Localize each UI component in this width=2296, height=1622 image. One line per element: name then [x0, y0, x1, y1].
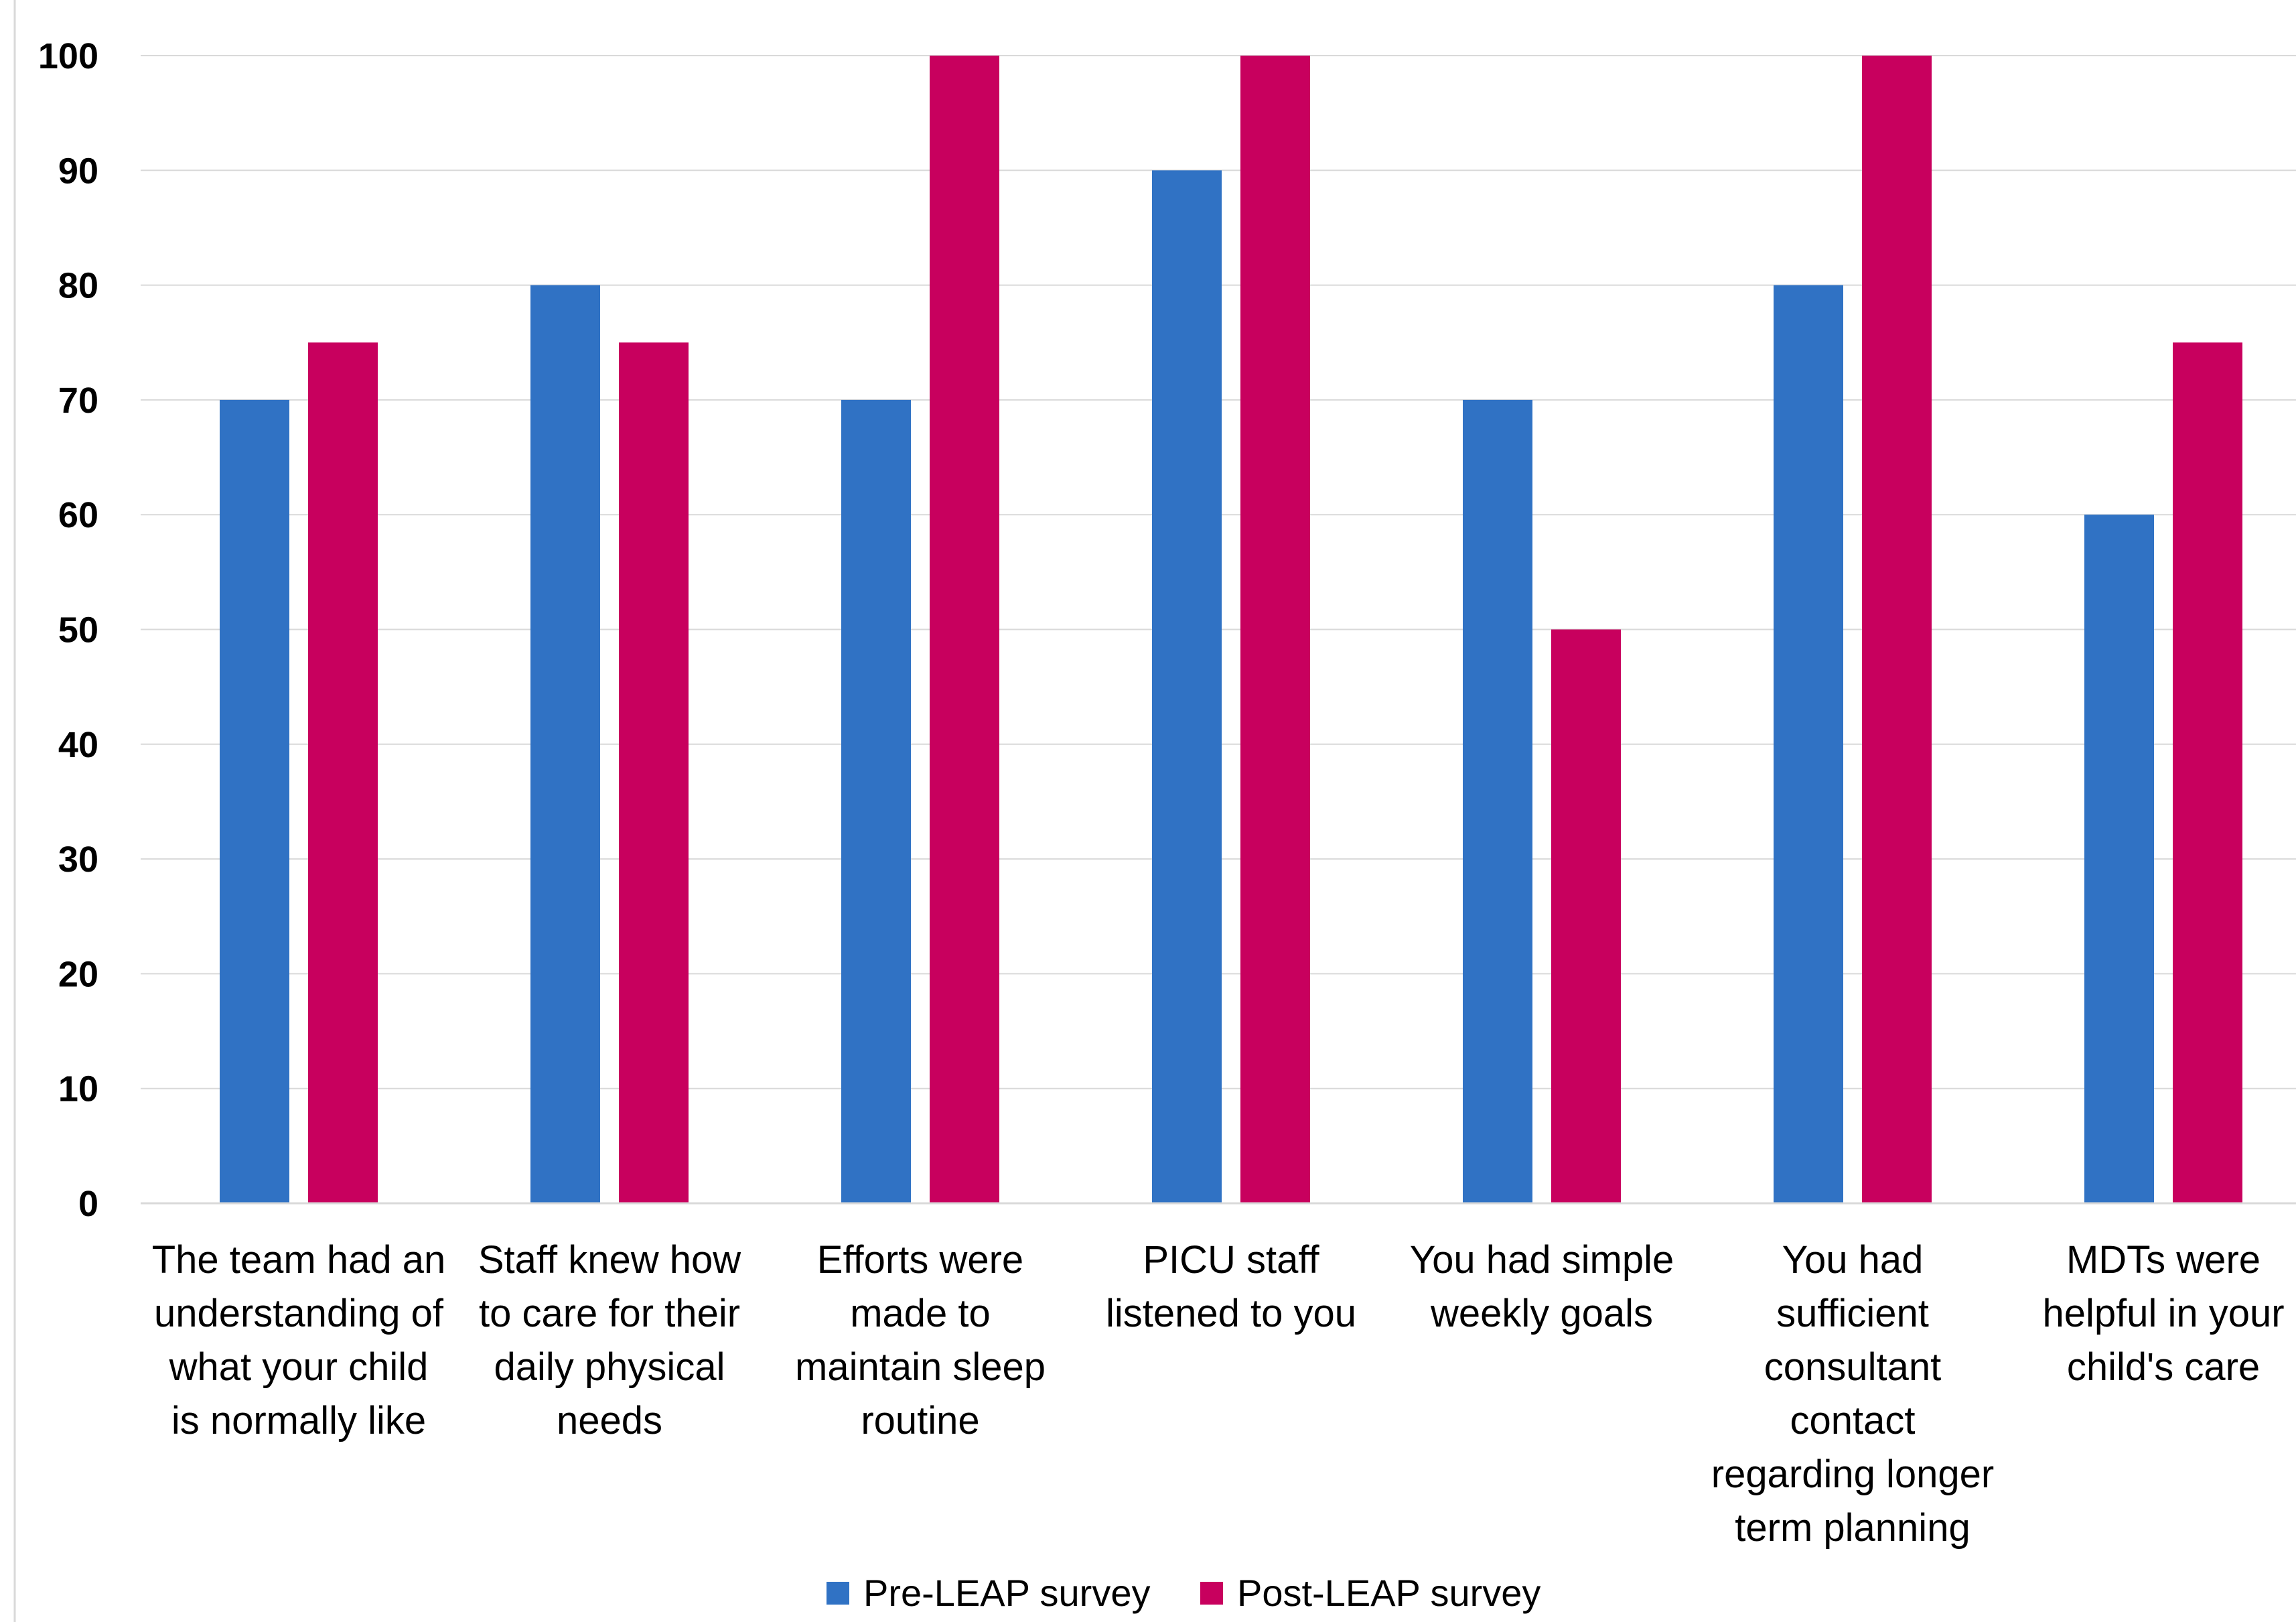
legend-label: Pre-LEAP survey — [863, 1572, 1150, 1614]
y-tick-label: 20 — [58, 954, 98, 994]
bar-pre-leap — [2084, 515, 2154, 1204]
bar-pre-leap — [530, 285, 600, 1204]
y-tick-label: 10 — [58, 1069, 98, 1109]
bar-post-leap — [308, 342, 378, 1203]
x-category-label: You had simple weekly goals — [1410, 1238, 1674, 1335]
y-tick-label: 60 — [58, 495, 98, 535]
bar-post-leap — [930, 56, 999, 1203]
bar-post-leap — [2173, 342, 2242, 1203]
y-tick-label: 90 — [58, 151, 98, 191]
bar-pre-leap — [1152, 170, 1222, 1203]
x-category-label: You had sufficient consultant contact regard… — [1711, 1238, 1994, 1550]
bar-post-leap — [1862, 56, 1932, 1203]
legend-label: Post-LEAP survey — [1237, 1572, 1540, 1614]
x-category-label: MDTs were helpful in your child's care — [2042, 1238, 2284, 1389]
y-axis-tick-labels: 0 10 20 30 40 50 60 70 80 90 100 — [38, 36, 98, 1224]
x-category-label: Efforts were made to maintain sleep routine — [795, 1238, 1046, 1442]
x-category-label: Staff knew how to care for their daily phy… — [478, 1238, 741, 1442]
y-tick-label: 30 — [58, 839, 98, 880]
y-tick-label: 100 — [38, 36, 98, 76]
bar-pre-leap — [1463, 399, 1532, 1203]
bar-pre-leap — [841, 399, 911, 1203]
bar-post-leap — [1551, 629, 1621, 1203]
bar-post-leap — [619, 342, 689, 1203]
bar-pre-leap — [220, 399, 289, 1203]
x-category-label: PICU staff listened to you — [1106, 1238, 1356, 1335]
y-tick-label: 50 — [58, 610, 98, 651]
bars — [220, 56, 2242, 1204]
legend-swatch — [1200, 1582, 1223, 1605]
x-axis-category-labels: The team had an understanding of what your… — [152, 1238, 2285, 1550]
bar-pre-leap — [1774, 285, 1843, 1204]
y-tick-label: 80 — [58, 266, 98, 306]
bar-post-leap — [1240, 56, 1310, 1203]
legend: Pre-LEAP survey Post-LEAP survey — [827, 1572, 1540, 1614]
y-tick-label: 0 — [78, 1184, 98, 1224]
y-tick-label: 70 — [58, 381, 98, 421]
y-tick-label: 40 — [58, 725, 98, 765]
legend-swatch — [827, 1582, 849, 1605]
x-category-label: The team had an understanding of what your… — [152, 1238, 446, 1442]
